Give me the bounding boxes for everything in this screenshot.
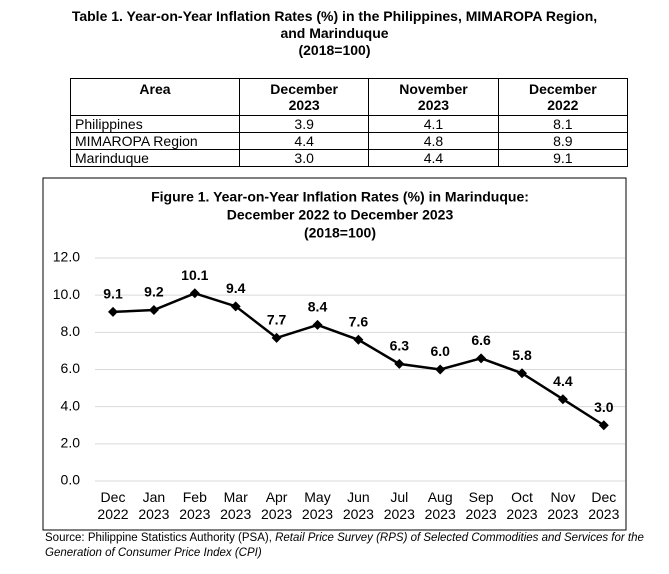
- data-label: 10.1: [181, 267, 208, 283]
- y-tick-label: 6.0: [61, 360, 81, 376]
- x-tick-label: Apr 2023: [261, 489, 293, 522]
- data-label: 8.4: [308, 299, 328, 315]
- header-cell: December 2023: [238, 78, 370, 116]
- x-tick-label: Aug 2023: [424, 489, 456, 522]
- header-text: December 2022: [528, 81, 597, 113]
- marker: [312, 319, 323, 330]
- table-title: (2018=100): [298, 42, 371, 58]
- marker: [108, 306, 118, 317]
- cell: 8.9: [497, 132, 629, 150]
- marker: [353, 334, 364, 345]
- data-label: 4.4: [553, 373, 573, 389]
- x-tick-label: Dec 2023: [588, 489, 620, 522]
- marker: [189, 288, 200, 299]
- data-label: 3.0: [594, 399, 614, 415]
- source-italic: Retail Price Survey (RPS) of Selected Co…: [45, 532, 644, 559]
- x-tick-label: Jan 2023: [138, 489, 170, 522]
- x-tick-label: Oct 2023: [506, 489, 538, 522]
- data-label: 6.6: [471, 332, 491, 348]
- header-text: December 2023: [270, 81, 338, 113]
- y-tick-label: 8.0: [61, 323, 81, 339]
- x-tick-label: May 2023: [301, 489, 334, 522]
- marker: [394, 358, 405, 369]
- header-text: November 2023: [399, 81, 468, 113]
- y-tick-label: 10.0: [53, 286, 80, 302]
- table-title: Table 1. Year-on-Year Inflation Rates (%…: [71, 8, 598, 24]
- x-tick-label: Nov 2023: [547, 489, 579, 522]
- data-label: 7.7: [267, 312, 287, 328]
- data-label: 9.4: [226, 280, 246, 296]
- chart-title: (2018=100): [304, 225, 376, 241]
- header-cell: December 2022: [497, 78, 629, 116]
- data-label: 9.2: [144, 284, 164, 300]
- chart-frame: [42, 177, 627, 531]
- table-title: and Marinduque: [280, 25, 389, 41]
- cell: 9.1: [497, 149, 629, 167]
- header-cell: November 2023: [368, 78, 499, 116]
- x-tick-label: Feb 2023: [179, 489, 211, 522]
- x-tick-label: Sep 2023: [465, 489, 497, 522]
- cell: 4.1: [368, 115, 499, 133]
- source: Source: Philippine Statistics Authority …: [45, 531, 645, 561]
- data-label: 6.3: [390, 338, 410, 354]
- header-cell: Area: [70, 78, 240, 116]
- data-label: 5.8: [512, 347, 532, 363]
- y-tick-label: 2.0: [61, 435, 81, 451]
- cell: 8.1: [497, 115, 629, 133]
- marker: [148, 305, 159, 316]
- data-label: 6.0: [430, 343, 450, 359]
- table: Area December 2023 November 2023 Decembe…: [70, 78, 629, 167]
- marker: [230, 301, 241, 312]
- source-text: Source: Philippine Statistics Authority …: [45, 532, 276, 544]
- marker: [598, 420, 609, 431]
- marker: [271, 332, 282, 343]
- data-label: 9.1: [103, 286, 123, 302]
- x-tick-label: Mar 2023: [220, 489, 252, 522]
- x-tick-label: Jul 2023: [383, 489, 415, 522]
- marker: [476, 353, 487, 364]
- y-tick-label: 12.0: [53, 249, 80, 265]
- cell: Marinduque: [70, 149, 240, 167]
- marker: [435, 364, 446, 375]
- marker: [557, 394, 568, 405]
- marker: [517, 368, 527, 379]
- data-label: 7.6: [349, 313, 369, 329]
- y-tick-label: 0.0: [61, 472, 81, 488]
- chart-title: December 2022 to December 2023: [227, 207, 454, 223]
- cell: 4.4: [368, 149, 499, 167]
- y-tick-label: 4.0: [61, 397, 81, 413]
- x-tick-label: Dec 2022: [97, 489, 129, 522]
- cell: 3.0: [238, 149, 370, 167]
- chart-title: Figure 1. Year-on-Year Inflation Rates (…: [151, 189, 529, 205]
- x-tick-label: Jun 2023: [342, 489, 374, 522]
